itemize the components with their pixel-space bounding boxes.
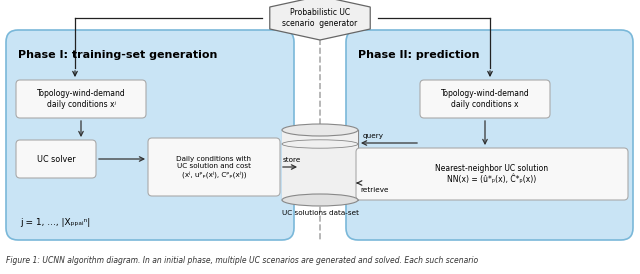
Text: Phase I: training-set generation: Phase I: training-set generation — [18, 50, 218, 60]
FancyBboxPatch shape — [356, 148, 628, 200]
Text: retrieve: retrieve — [360, 187, 388, 193]
Ellipse shape — [282, 194, 358, 206]
Text: j = 1, ..., |Xₚₚₐᵢⁿ|: j = 1, ..., |Xₚₚₐᵢⁿ| — [20, 218, 90, 227]
FancyBboxPatch shape — [148, 138, 280, 196]
FancyBboxPatch shape — [6, 30, 294, 240]
Polygon shape — [270, 0, 370, 40]
Polygon shape — [282, 130, 358, 200]
FancyBboxPatch shape — [346, 30, 633, 240]
Text: Probabilistic UC
scenario  generator: Probabilistic UC scenario generator — [282, 8, 358, 28]
Text: Topology-wind-demand
daily conditions xʲ: Topology-wind-demand daily conditions xʲ — [36, 89, 125, 109]
Text: store: store — [283, 157, 301, 163]
Text: Nearest-neighbor UC solution
NN(x) = (û*ₚ(x), Ĉ*ₚ(x)): Nearest-neighbor UC solution NN(x) = (û*… — [435, 164, 548, 184]
FancyBboxPatch shape — [16, 80, 146, 118]
Text: UC solver: UC solver — [36, 155, 76, 164]
Text: Phase II: prediction: Phase II: prediction — [358, 50, 479, 60]
Text: Daily conditions with
UC solution and cost
(xʲ, uᵖₚ(xʲ), Cᵖₚ(xʲ)): Daily conditions with UC solution and co… — [177, 156, 252, 178]
Text: query: query — [363, 133, 384, 139]
FancyBboxPatch shape — [420, 80, 550, 118]
Ellipse shape — [282, 124, 358, 136]
Text: UC solutions data-set: UC solutions data-set — [282, 210, 358, 216]
Text: Figure 1: UCNN algorithm diagram. In an initial phase, multiple UC scenarios are: Figure 1: UCNN algorithm diagram. In an … — [6, 256, 478, 265]
Text: Topology-wind-demand
daily conditions x: Topology-wind-demand daily conditions x — [440, 89, 529, 109]
FancyBboxPatch shape — [16, 140, 96, 178]
